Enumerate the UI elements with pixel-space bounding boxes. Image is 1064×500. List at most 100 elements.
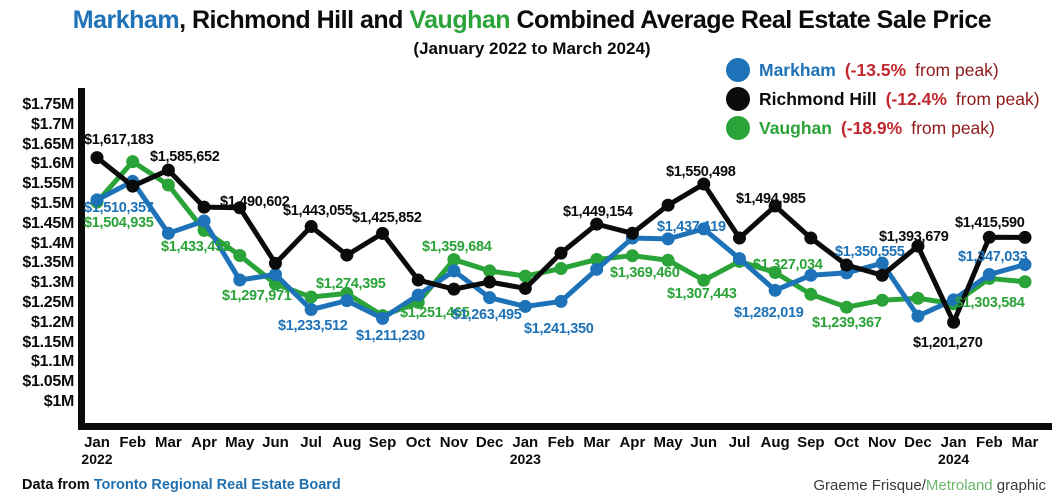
data-point <box>804 268 818 282</box>
data-label: $1,369,460 <box>610 265 680 281</box>
data-label: $1,282,019 <box>734 305 804 321</box>
y-tick-label: $1.15M <box>22 333 74 351</box>
data-point <box>590 252 604 266</box>
data-point <box>840 258 854 272</box>
month-label: Feb <box>975 434 1003 451</box>
legend: Markham (-13.5% from peak) Richmond Hill (-… <box>726 58 1040 140</box>
year-label: 2024 <box>938 451 970 467</box>
data-point <box>161 163 175 177</box>
data-point <box>875 256 889 270</box>
month-label: Dec <box>904 434 932 451</box>
legend-pct-change: (-13.5% <box>844 59 907 80</box>
data-point <box>376 226 390 240</box>
data-point <box>197 200 211 214</box>
y-tick-label: $1M <box>43 393 75 410</box>
data-point <box>1018 230 1032 244</box>
year-label: 2023 <box>509 451 541 467</box>
title-markham: Markham <box>72 6 180 34</box>
data-point <box>625 226 639 240</box>
data-label: $1,303,584 <box>955 295 1025 311</box>
month-label: Mar <box>1011 434 1039 451</box>
data-point <box>483 264 497 278</box>
title-mid: , Richmond Hill and <box>179 6 410 34</box>
data-point <box>697 222 711 236</box>
data-label: $1,449,154 <box>563 204 633 220</box>
data-point <box>90 151 104 165</box>
data-label: $1,201,270 <box>913 335 983 351</box>
month-label: Apr <box>191 434 217 451</box>
data-point <box>90 193 104 207</box>
data-point <box>1018 275 1032 289</box>
credit-brand: Metroland <box>925 477 993 494</box>
y-tick-label: $1.55M <box>22 175 74 193</box>
data-label: $1,443,055 <box>283 203 353 219</box>
legend-pct-suffix: from peak) <box>915 59 999 80</box>
data-point <box>697 177 711 191</box>
month-label: Jan <box>512 434 539 451</box>
data-point <box>447 253 461 267</box>
month-label: Jan <box>84 434 110 451</box>
data-point <box>197 214 211 228</box>
data-label: $1,490,602 <box>220 194 290 210</box>
month-label: May <box>225 434 255 451</box>
credit-note: Graeme Frisque/Metroland graphic <box>813 477 1046 494</box>
data-point <box>233 248 247 262</box>
month-label: Jan <box>940 434 967 451</box>
month-label: Jul <box>728 434 751 451</box>
legend-pct-suffix: from peak) <box>955 88 1040 109</box>
data-point <box>768 265 782 279</box>
data-label: $1,241,350 <box>524 321 594 337</box>
month-label: Aug <box>332 434 362 451</box>
data-point <box>947 293 961 307</box>
data-label: $1,585,652 <box>150 149 220 165</box>
data-point <box>304 290 318 304</box>
data-point <box>483 291 497 305</box>
legend-swatch-icon <box>726 58 750 82</box>
data-label: $1,233,512 <box>278 318 348 334</box>
data-point <box>947 315 961 329</box>
data-point <box>447 282 461 296</box>
data-point <box>268 256 282 270</box>
data-point <box>268 267 282 281</box>
x-axis-line <box>78 423 1052 430</box>
data-point <box>840 300 854 314</box>
month-label: Feb <box>547 434 575 451</box>
legend-swatch-icon <box>726 116 750 140</box>
data-point <box>590 217 604 231</box>
data-point <box>911 291 925 305</box>
y-tick-label: $1.45M <box>22 214 74 232</box>
data-label: $1,251,465 <box>400 305 470 321</box>
data-point <box>732 252 746 266</box>
data-point <box>911 309 925 323</box>
month-label: Sep <box>797 434 825 451</box>
data-label: $1,297,971 <box>222 288 292 304</box>
y-tick-label: $1.35M <box>22 254 74 272</box>
source-name: Toronto Regional Real Estate Board <box>93 477 341 493</box>
month-label: Nov <box>439 434 469 451</box>
legend-pct-change: (-18.9% <box>840 117 903 138</box>
data-point <box>304 220 318 234</box>
y-tick-label: $1.5M <box>31 195 74 212</box>
month-label: Feb <box>119 434 147 451</box>
y-tick-label: $1.65M <box>22 135 74 153</box>
data-label: $1,359,684 <box>422 239 492 255</box>
month-label: Jun <box>690 434 718 451</box>
data-point <box>518 269 532 283</box>
data-point <box>982 267 996 281</box>
title-rest: Combined Average Real Estate Sale Price <box>510 6 992 34</box>
data-label: $1,504,935 <box>84 215 154 231</box>
data-label: $1,415,590 <box>955 215 1025 231</box>
data-label: $1,494,985 <box>736 191 806 207</box>
legend-pct-change: (-12.4% <box>885 88 947 109</box>
y-tick-label: $1.25M <box>22 294 74 311</box>
data-point <box>875 293 889 307</box>
y-tick-label: $1.1M <box>31 353 74 371</box>
data-label: $1,307,443 <box>667 286 737 302</box>
y-tick-label: $1.2M <box>31 313 74 331</box>
data-label: $1,437,119 <box>657 219 726 235</box>
month-label: Jul <box>300 434 322 451</box>
data-point <box>161 226 175 240</box>
data-point <box>1018 258 1032 272</box>
